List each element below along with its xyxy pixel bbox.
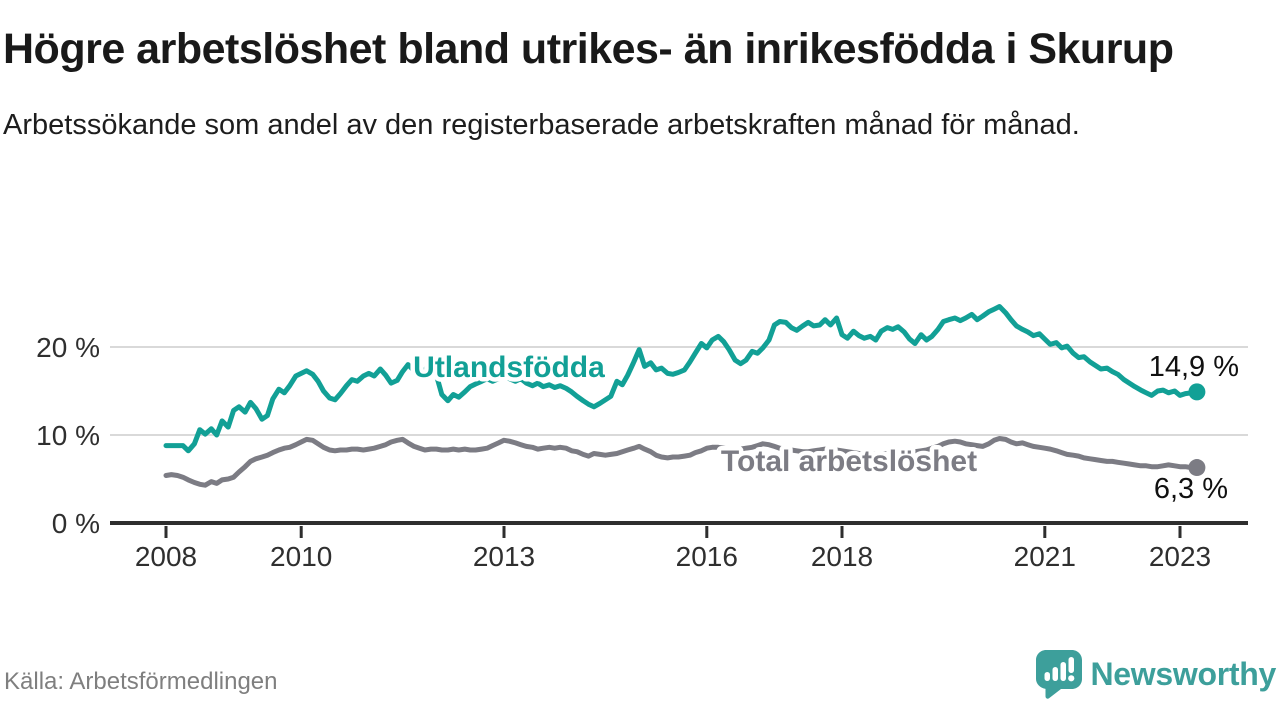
newsworthy-logo-icon — [1035, 650, 1082, 699]
x-axis-tick-label: 2008 — [135, 541, 197, 572]
series-end-value-total: 6,3 % — [1154, 473, 1228, 505]
x-axis-tick-label: 2016 — [676, 541, 738, 572]
chart-title: Högre arbetslöshet bland utrikes- än inr… — [3, 25, 1174, 73]
chart-subtitle: Arbetssökande som andel av den registerb… — [3, 109, 1080, 141]
source-note: Källa: Arbetsförmedlingen — [4, 668, 278, 695]
series-line-utlandsfodda — [163, 304, 1200, 454]
x-axis-tick-label: 2018 — [811, 541, 873, 572]
chart-header: Högre arbetslöshet bland utrikes- än inr… — [3, 21, 1174, 145]
series-line-total — [163, 436, 1200, 488]
x-axis-tick-label: 2021 — [1014, 541, 1076, 572]
y-axis-tick-label: 0 % — [52, 508, 100, 539]
newsworthy-logo: Newsworthy — [1035, 650, 1277, 699]
series-end-dot-utlandsfodda — [1188, 383, 1206, 401]
series-end-dot-total — [1188, 459, 1206, 477]
series-label-utlandsfodda: Utlandsfödda — [413, 351, 605, 384]
x-axis-tick-label: 2010 — [270, 541, 332, 572]
series-label-total: Total arbetslöshet — [721, 445, 977, 478]
series-end-value-utlandsfodda: 14,9 % — [1149, 351, 1239, 383]
y-axis-tick-label: 10 % — [36, 420, 100, 451]
y-axis-tick-label: 20 % — [36, 332, 100, 363]
newsworthy-logo-text: Newsworthy — [1090, 656, 1277, 692]
x-axis-tick-label: 2013 — [473, 541, 535, 572]
x-axis-tick-label: 2023 — [1149, 541, 1211, 572]
